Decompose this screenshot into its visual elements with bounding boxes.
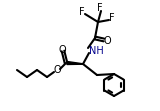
Text: F: F: [79, 7, 85, 17]
Polygon shape: [67, 61, 83, 64]
Text: O: O: [58, 45, 66, 55]
Text: NH: NH: [89, 46, 104, 56]
Text: O: O: [53, 65, 61, 75]
Text: F: F: [97, 3, 103, 13]
Text: O: O: [103, 36, 111, 46]
Text: F: F: [109, 13, 115, 23]
